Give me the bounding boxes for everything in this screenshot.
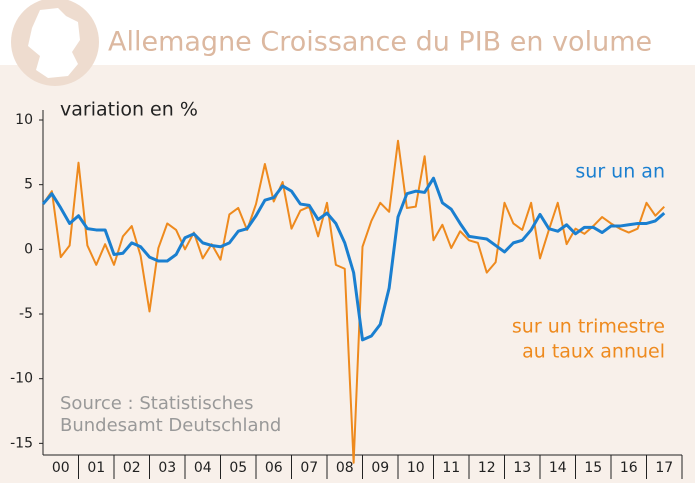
x-tick-label: 01 (87, 460, 105, 476)
x-tick-label: 00 (52, 460, 70, 476)
series-line (42, 139, 665, 464)
x-tick-label: 15 (584, 460, 602, 476)
y-tick-label: -5 (19, 306, 33, 322)
x-tick-label: 14 (549, 460, 567, 476)
plot-background (0, 65, 695, 483)
x-tick-label: 09 (371, 460, 389, 476)
x-tick-label: 03 (158, 460, 176, 476)
x-tick-label: 07 (300, 460, 318, 476)
series-label: sur un trimestre (512, 316, 665, 338)
x-tick-label: 10 (407, 460, 425, 476)
chart-title: Allemagne Croissance du PIB en volume (108, 27, 652, 58)
x-tick-label: 08 (336, 460, 354, 476)
series-label: sur un an (575, 161, 665, 183)
series-line (41, 176, 666, 342)
y-tick-label: -10 (10, 371, 33, 387)
y-tick-label: 0 (24, 241, 33, 257)
y-axis-label: variation en % (60, 99, 198, 121)
x-tick-label: 05 (229, 460, 247, 476)
x-tick-label: 04 (194, 460, 212, 476)
germany-shape (28, 8, 80, 78)
y-tick-label: -15 (10, 435, 33, 451)
y-tick-label: 5 (24, 177, 33, 193)
x-tick-label: 13 (513, 460, 531, 476)
x-tick-label: 11 (442, 460, 460, 476)
source-note: Bundesamt Deutschland (60, 415, 281, 436)
y-tick-label: 10 (15, 112, 33, 128)
x-tick-label: 17 (655, 460, 673, 476)
x-tick-label: 16 (620, 460, 638, 476)
x-tick-label: 06 (265, 460, 283, 476)
x-tick-label: 12 (478, 460, 496, 476)
series-label: au taux annuel (522, 341, 665, 363)
x-tick-label: 02 (123, 460, 141, 476)
source-note: Source : Statistisches (60, 393, 253, 414)
